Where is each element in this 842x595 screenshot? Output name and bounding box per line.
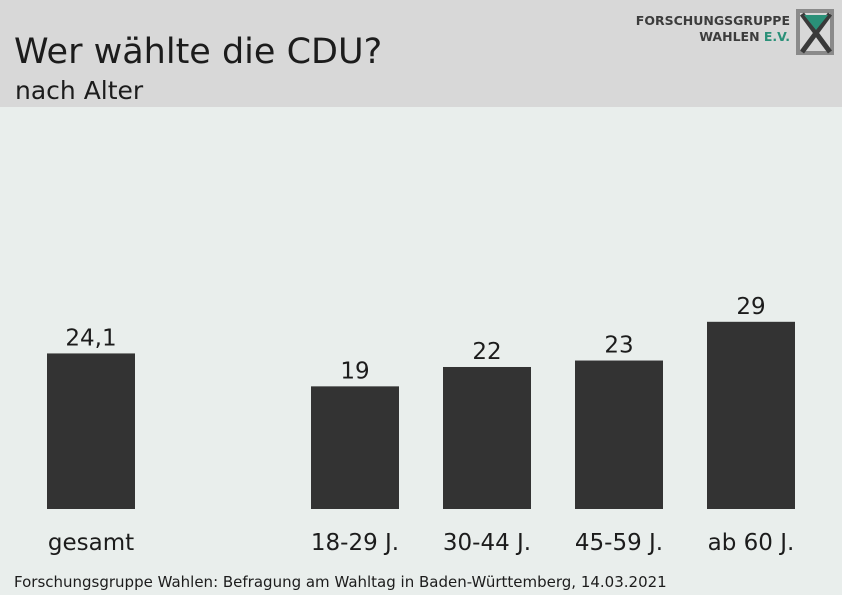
bar-group: 24,1 gesamt 19 18-29 J. 22 30-44 J. 23 45-59 J.… [47, 294, 795, 556]
bar-1 [311, 386, 399, 509]
logo-line2-suffix: E.V. [763, 29, 790, 44]
source-note: Forschungsgruppe Wahlen: Befragung am Wa… [14, 573, 667, 591]
category-label-2: 30-44 J. [443, 530, 531, 556]
value-label-4: 29 [736, 294, 765, 320]
bar-2 [443, 366, 531, 509]
chart-header: Wer wählte die CDU? nach Alter FORSCHUNG… [0, 0, 842, 107]
value-label-1: 19 [340, 358, 369, 384]
category-label-0: gesamt [48, 530, 134, 556]
value-label-0: 24,1 [65, 325, 116, 351]
x-box-logo-icon [796, 9, 834, 55]
category-label-3: 45-59 J. [575, 530, 663, 556]
chart-title: Wer wählte die CDU? [14, 32, 383, 72]
bar-4 [707, 321, 795, 509]
value-label-2: 22 [472, 339, 501, 365]
bar-chart: 24,1 gesamt 19 18-29 J. 22 30-44 J. 23 45-59 J.… [47, 294, 795, 556]
chart-subtitle: nach Alter [15, 76, 144, 105]
logo-line1: FORSCHUNGSGRUPPE [635, 13, 790, 28]
category-label-4: ab 60 J. [708, 530, 795, 556]
logo-text: FORSCHUNGSGRUPPE WAHLEN E.V. [636, 13, 790, 45]
bar-3 [575, 360, 663, 509]
category-label-1: 18-29 J. [311, 530, 399, 556]
publisher-logo: FORSCHUNGSGRUPPE WAHLEN E.V. [600, 6, 836, 58]
value-label-3: 23 [604, 333, 633, 359]
bar-0 [47, 353, 135, 509]
logo-line2-name: WAHLEN [699, 29, 760, 44]
logo-line2: WAHLEN E.V. [636, 29, 790, 45]
